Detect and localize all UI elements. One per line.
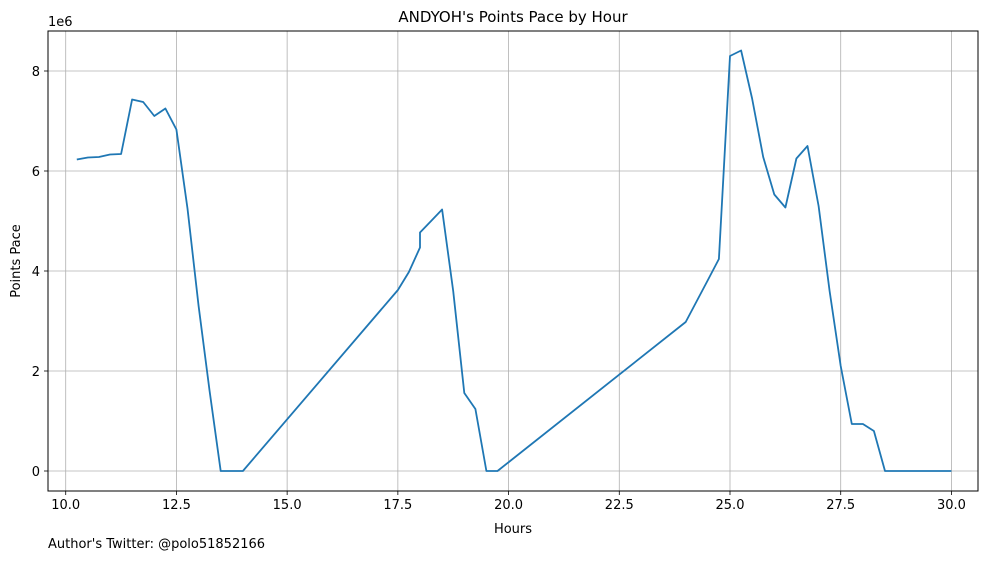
x-ticks: 10.0 12.5 15.0 17.5 20.0 22.5 25.0 27.5 30.0 [51,491,966,513]
x-tick-label: 22.5 [605,498,634,513]
author-credit: Author's Twitter: @polo51852166 [48,537,266,552]
y-offset-label: 1e6 [48,15,73,30]
y-tick-label: 2 [32,365,40,380]
y-axis-label: Points Pace [9,224,24,298]
plot-frame [47,30,979,492]
chart-title: ANDYOH's Points Pace by Hour [398,8,628,26]
y-tick-label: 8 [32,65,40,80]
x-tick-label: 10.0 [51,498,80,513]
plot-area [48,31,978,491]
series-line [76,49,952,472]
x-tick-label: 27.5 [826,498,855,513]
series-group [76,49,952,472]
x-tick-label: 25.0 [716,498,745,513]
x-tick-label: 17.5 [383,498,412,513]
x-tick-label: 20.0 [494,498,523,513]
y-tick-label: 0 [32,465,40,480]
x-tick-label: 12.5 [162,498,191,513]
y-tick-label: 6 [32,165,40,180]
y-ticks: 0 2 4 6 8 [32,65,48,480]
y-tick-label: 4 [32,265,40,280]
x-tick-label: 15.0 [273,498,302,513]
x-tick-label: 30.0 [937,498,966,513]
x-axis-label: Hours [494,522,532,537]
grid [48,31,978,491]
